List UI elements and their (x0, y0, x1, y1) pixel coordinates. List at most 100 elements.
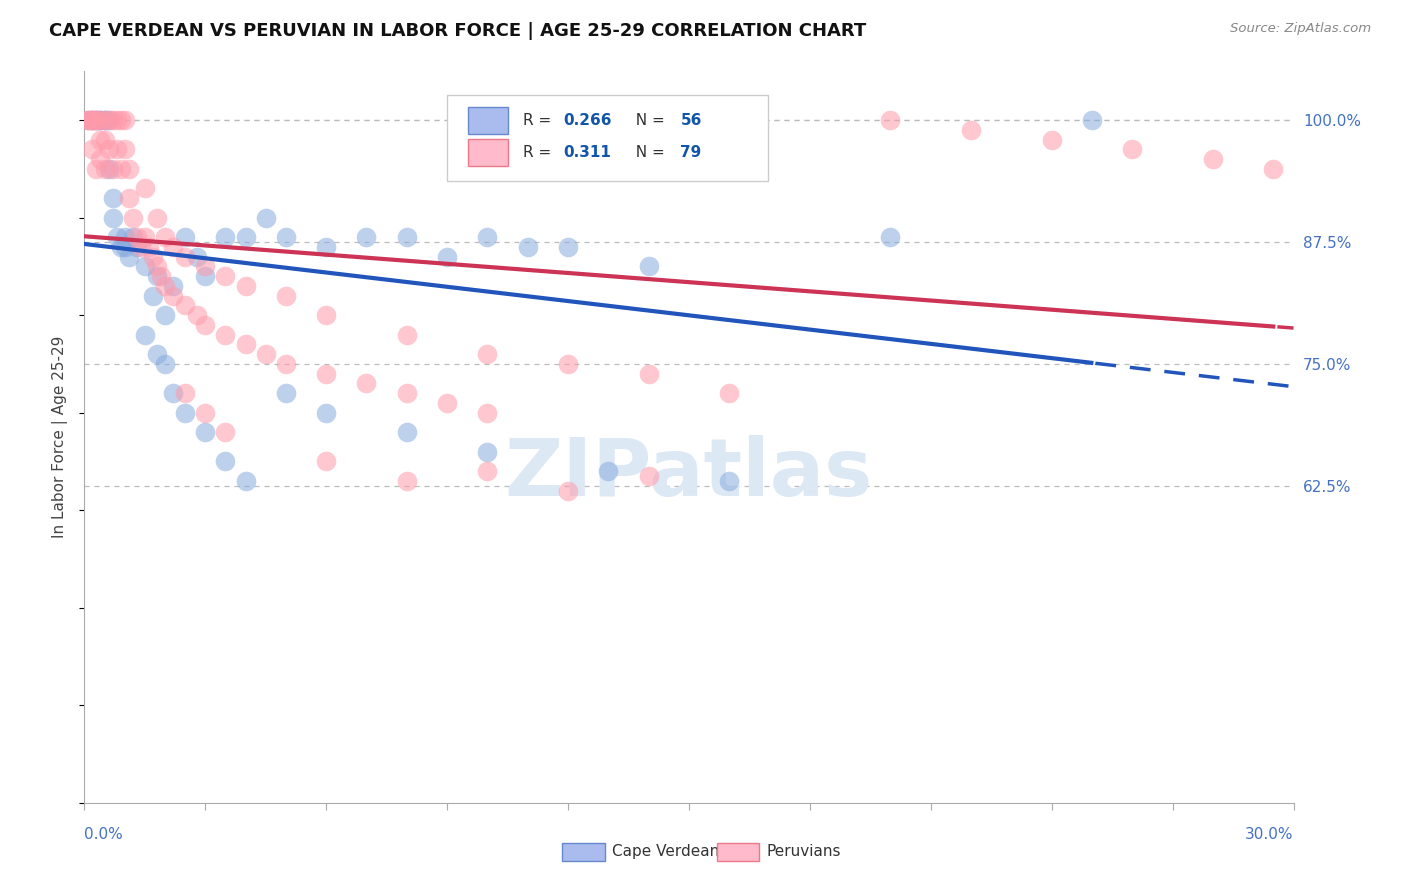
Point (162, 240, 184, 254)
Point (125, 230, 148, 244)
Point (254, 211, 277, 225)
Point (315, 308, 337, 322)
Point (477, 230, 499, 244)
Point (118, 161, 141, 176)
Point (194, 318, 217, 332)
Point (235, 474, 257, 488)
Point (86, 113, 108, 128)
Point (194, 406, 217, 420)
Point (557, 240, 579, 254)
Text: Peruvians: Peruvians (766, 845, 841, 859)
Point (274, 386, 297, 401)
Text: 79: 79 (681, 145, 702, 160)
Point (138, 240, 160, 254)
Point (77, 113, 100, 128)
Point (97, 113, 120, 128)
Point (101, 211, 124, 225)
Point (235, 337, 257, 351)
Point (89, 113, 111, 128)
Point (436, 396, 458, 410)
Point (146, 347, 169, 361)
Point (274, 288, 297, 302)
Point (194, 425, 217, 440)
Point (214, 269, 236, 284)
Text: N =: N = (626, 145, 669, 160)
Point (134, 230, 156, 244)
Point (101, 113, 124, 128)
Point (960, 123, 983, 137)
Point (129, 240, 152, 254)
Text: 56: 56 (681, 113, 702, 128)
Point (557, 483, 579, 498)
Point (134, 327, 156, 342)
Point (153, 279, 176, 293)
Point (186, 250, 208, 264)
Point (395, 327, 418, 342)
Point (82, 113, 104, 128)
Point (637, 469, 659, 483)
Point (274, 230, 297, 244)
Point (82, 113, 104, 128)
Point (879, 113, 901, 128)
Point (110, 161, 132, 176)
Point (315, 454, 337, 468)
Y-axis label: In Labor Force | Age 25-29: In Labor Force | Age 25-29 (52, 336, 69, 538)
Point (146, 211, 169, 225)
Point (477, 464, 499, 478)
Text: CAPE VERDEAN VS PERUVIAN IN LABOR FORCE | AGE 25-29 CORRELATION CHART: CAPE VERDEAN VS PERUVIAN IN LABOR FORCE … (49, 22, 866, 40)
Point (149, 269, 172, 284)
Point (436, 250, 458, 264)
Point (97, 161, 120, 176)
Point (142, 250, 165, 264)
Point (82, 113, 104, 128)
Point (89, 113, 111, 128)
Point (153, 230, 176, 244)
Text: 0.266: 0.266 (564, 113, 612, 128)
Point (214, 454, 236, 468)
Point (1263, 161, 1285, 176)
Text: Source: ZipAtlas.com: Source: ZipAtlas.com (1230, 22, 1371, 36)
Point (121, 211, 143, 225)
Point (395, 230, 418, 244)
Point (101, 161, 124, 176)
Point (214, 327, 236, 342)
Point (637, 367, 659, 381)
Point (516, 240, 538, 254)
Point (105, 142, 128, 156)
Point (89, 133, 111, 147)
Text: R =: R = (523, 145, 561, 160)
Point (146, 269, 169, 284)
Point (162, 386, 184, 401)
FancyBboxPatch shape (468, 139, 508, 166)
Point (174, 250, 197, 264)
Point (356, 376, 378, 391)
Point (637, 260, 659, 274)
Point (235, 230, 257, 244)
Point (118, 250, 141, 264)
Point (105, 113, 128, 128)
Point (477, 406, 499, 420)
Point (86, 113, 108, 128)
Text: R =: R = (523, 113, 557, 128)
FancyBboxPatch shape (447, 95, 768, 181)
Point (146, 260, 169, 274)
Point (395, 386, 418, 401)
Point (89, 152, 111, 166)
Point (77, 113, 100, 128)
Point (93, 133, 115, 147)
Point (1121, 142, 1143, 156)
Point (142, 288, 165, 302)
Point (93, 113, 115, 128)
Point (194, 269, 217, 284)
Text: N =: N = (626, 113, 669, 128)
FancyBboxPatch shape (468, 107, 508, 134)
Point (718, 474, 741, 488)
Point (121, 230, 143, 244)
Point (97, 142, 120, 156)
Point (82, 142, 104, 156)
Text: 0.311: 0.311 (564, 145, 612, 160)
Point (194, 260, 217, 274)
Point (395, 474, 418, 488)
Point (235, 279, 257, 293)
Point (477, 444, 499, 458)
